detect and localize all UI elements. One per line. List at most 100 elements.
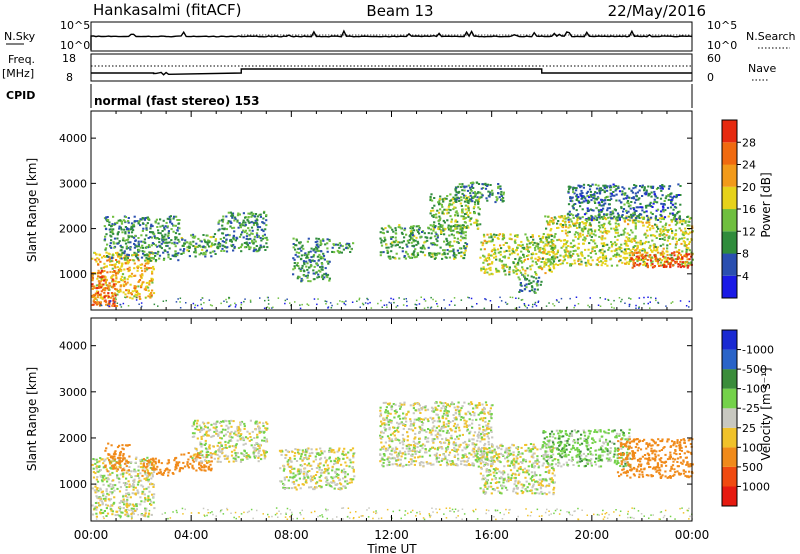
echo-cell [554, 246, 557, 249]
echo-cell [677, 183, 680, 186]
echo-cell [598, 189, 601, 192]
echo-cell [192, 245, 195, 247]
echo-cell [445, 243, 448, 246]
echo-cell [107, 484, 110, 487]
echo-cell [143, 500, 146, 503]
echo-cell [217, 222, 220, 225]
echo-cell [139, 224, 142, 227]
echo-cell [150, 472, 153, 475]
echo-cell [121, 472, 124, 475]
echo-cell [218, 448, 221, 451]
echo-cell [666, 250, 669, 253]
echo-cell [152, 268, 155, 271]
echo-cell [133, 236, 136, 239]
echo-cell [480, 196, 483, 199]
echo-cell [590, 232, 593, 235]
echo-cell [635, 184, 638, 187]
echo-cell [92, 296, 96, 299]
echo-cell [578, 263, 581, 266]
echo-cell [174, 245, 177, 248]
echo-cell [667, 215, 670, 218]
echo-cell [101, 275, 104, 278]
echo-cell [621, 298, 623, 301]
echo-cell [103, 460, 106, 462]
echo-cell [430, 296, 432, 299]
echo-cell [649, 234, 653, 237]
echo-cell [104, 464, 107, 467]
echo-cell [669, 212, 672, 215]
echo-cell [253, 215, 256, 218]
echo-cell [588, 228, 591, 231]
echo-cell [595, 187, 599, 190]
echo-cell [94, 502, 98, 504]
echo-cell [589, 252, 592, 254]
echo-cell [111, 223, 114, 226]
echo-cell [431, 255, 434, 258]
echo-cell [147, 237, 150, 239]
echo-cell [237, 247, 241, 249]
echo-cell [629, 298, 632, 300]
echo-cell [489, 266, 492, 269]
echo-cell [636, 191, 639, 194]
echo-cell [220, 450, 223, 453]
echo-cell [653, 198, 656, 201]
echo-cell [103, 279, 106, 282]
echo-cell [173, 243, 176, 245]
echo-cell [102, 466, 105, 469]
echo-cell [114, 467, 117, 470]
echo-cell [92, 300, 95, 303]
echo-cell [631, 219, 634, 222]
echo-cell [223, 241, 226, 243]
echo-cell [659, 230, 662, 233]
echo-cell [477, 201, 480, 204]
echo-cell [656, 201, 659, 204]
echo-cell [572, 250, 575, 252]
echo-cell [553, 244, 556, 247]
echo-cell [430, 232, 433, 235]
echo-cell [265, 421, 268, 424]
echo-cell [122, 498, 125, 501]
echo-cell [94, 462, 97, 465]
echo-cell [661, 187, 664, 190]
echo-cell [547, 242, 550, 245]
echo-cell [431, 199, 434, 202]
echo-cell [520, 299, 523, 301]
echo-cell [678, 210, 681, 213]
echo-cell [484, 257, 487, 260]
echo-cell [564, 229, 567, 232]
echo-cell [594, 234, 597, 237]
echo-cell [188, 246, 191, 249]
echo-cell [143, 466, 146, 469]
echo-cell [432, 242, 435, 244]
echo-cell [443, 233, 446, 236]
echo-cell [308, 266, 311, 269]
echo-cell [669, 261, 673, 264]
echo-cell [122, 291, 125, 294]
echo-cell [637, 256, 641, 259]
echo-cell [676, 258, 679, 260]
echo-cell [643, 192, 646, 195]
echo-cell [647, 302, 649, 305]
echo-cell [649, 218, 652, 220]
echo-cell [225, 238, 228, 241]
echo-cell [104, 499, 107, 502]
echo-cell [229, 225, 232, 228]
echo-cell [248, 439, 251, 442]
echo-cell [540, 261, 543, 263]
echo-cell [137, 469, 140, 472]
echo-cell [109, 301, 111, 303]
echo-cell [685, 252, 688, 255]
echo-cell [463, 257, 466, 260]
echo-cell [520, 260, 523, 263]
echo-cell [324, 267, 327, 270]
echo-cell [110, 487, 113, 490]
echo-cell [174, 238, 177, 241]
echo-cell [105, 265, 108, 268]
echo-cell [661, 253, 664, 256]
echo-cell [559, 263, 562, 266]
echo-cell [577, 242, 580, 245]
echo-cell [214, 427, 217, 430]
echo-cell [127, 221, 130, 224]
echo-cell [508, 273, 511, 276]
echo-cell [235, 236, 238, 239]
